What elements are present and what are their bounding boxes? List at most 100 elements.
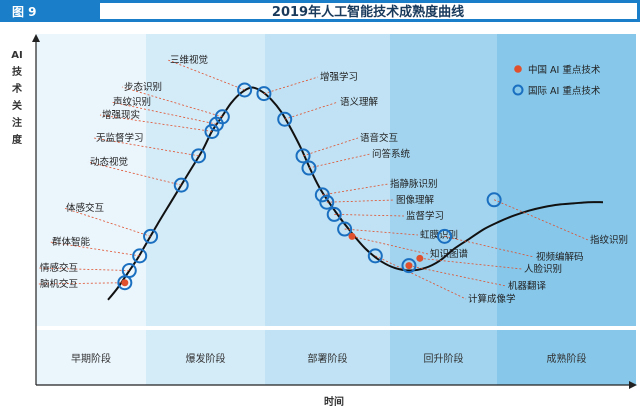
tech-leader-line <box>302 137 359 157</box>
tech-leader-line <box>87 161 182 186</box>
intl-tech-marker <box>337 221 353 237</box>
tech-leader-line <box>284 101 339 120</box>
tech-label: 语音交互 <box>360 132 399 144</box>
tech-label: 问答系统 <box>372 148 411 160</box>
tech-label: 人脸识别 <box>524 263 562 275</box>
tech-label: 机器翻译 <box>508 280 547 292</box>
stage-band <box>146 34 265 385</box>
intl-tech-marker <box>132 248 148 264</box>
tech-leader-line <box>37 267 130 271</box>
tech-leader-line <box>49 241 140 257</box>
y-axis-label-char: AI <box>11 50 22 61</box>
tech-label: 图像理解 <box>396 194 435 206</box>
tech-label: 情感交互 <box>40 262 79 274</box>
legend-label: 国际 AI 重点技术 <box>528 85 601 97</box>
tech-leader-line <box>344 228 419 236</box>
intl-tech-marker <box>295 148 311 164</box>
stage-row-divider <box>36 326 636 330</box>
stage-labels: 早期阶段 爆发阶段 部署阶段 回升阶段 成熟阶段 <box>71 352 587 365</box>
tech-leader-line <box>419 257 523 270</box>
tech-leader-line <box>351 235 429 255</box>
intl-tech-marker <box>326 206 342 222</box>
intl-tech-marker <box>256 86 272 102</box>
tech-leader-line <box>444 235 535 258</box>
tech-leader-line <box>493 199 589 241</box>
tech-label: 三维视觉 <box>170 54 208 66</box>
chart-title: 2019年人工智能技术成熟度曲线 <box>272 4 464 20</box>
tech-label: 动态视觉 <box>90 156 128 168</box>
y-axis-label-char: 关 <box>12 99 22 112</box>
stage-label: 早期阶段 <box>71 352 111 365</box>
intl-tech-marker <box>437 228 453 244</box>
cn-tech-marker <box>348 232 356 240</box>
stage-label: 部署阶段 <box>308 352 348 365</box>
hype-curve <box>107 86 604 301</box>
intl-tech-marker <box>277 111 293 127</box>
tech-leader-line <box>375 255 467 300</box>
intl-tech-marker <box>237 82 253 98</box>
intl-tech-marker <box>204 123 220 139</box>
tech-label: 监督学习 <box>406 210 444 222</box>
x-axis-arrow <box>629 381 637 389</box>
tech-label: 计算成像学 <box>468 293 516 305</box>
tech-label: 增强现实 <box>102 109 140 121</box>
tech-leader-line <box>37 282 125 285</box>
header-title-panel <box>100 3 637 19</box>
figure-badge: 图 9 <box>12 5 37 19</box>
y-axis-label-char: 技 <box>12 65 23 78</box>
y-axis-label-char: 度 <box>12 133 23 146</box>
intl-tech-marker <box>401 258 417 274</box>
tech-label: 步态识别 <box>124 81 162 93</box>
tech-leader-line <box>99 114 213 132</box>
stage-band <box>390 34 497 385</box>
tech-label: 无监督学习 <box>96 132 144 144</box>
tech-leader-line <box>121 86 223 118</box>
cn-tech-marker <box>121 279 129 287</box>
intl-tech-marker <box>486 192 502 208</box>
intl-tech-marker <box>143 228 159 244</box>
intl-tech-marker <box>314 187 330 203</box>
y-axis-label-char: 术 <box>11 82 22 95</box>
intl-tech-marker <box>191 148 207 164</box>
intl-tech-marker <box>301 160 317 176</box>
tech-label: 知识图谱 <box>430 248 469 260</box>
intl-tech-marker <box>173 177 189 193</box>
tech-leader-line <box>408 265 507 287</box>
intl-tech-marker <box>214 109 230 125</box>
tech-label: 指静脉识别 <box>390 178 438 190</box>
tech-leader-line <box>308 153 371 169</box>
x-axis-label: 时间 <box>324 395 344 408</box>
stage-label: 回升阶段 <box>424 352 464 365</box>
legend-cn-dot <box>514 65 522 73</box>
intl-tech-marker <box>121 263 137 279</box>
intl-tech-marker <box>367 248 383 264</box>
tech-label: 指纹识别 <box>590 234 628 246</box>
tech-label: 声纹识别 <box>113 96 151 108</box>
intl-tech-marker <box>319 194 335 210</box>
tech-label: 视频编解码 <box>536 251 584 263</box>
tech-label: 脑机交互 <box>40 278 79 290</box>
stage-label: 成熟阶段 <box>547 352 587 365</box>
tech-leader-line <box>93 137 199 157</box>
tech-leader-line <box>110 101 217 125</box>
tech-leader-line <box>263 76 319 95</box>
cn-tech-marker <box>416 254 424 262</box>
tech-label: 语义理解 <box>340 96 379 108</box>
tech-leader-line <box>167 59 245 91</box>
tech-leader-line <box>322 183 389 196</box>
y-axis-arrow <box>32 34 40 42</box>
legend-label: 中国 AI 重点技术 <box>528 64 601 76</box>
legend-intl-ring <box>512 84 524 96</box>
tech-label: 群体智能 <box>52 236 91 248</box>
tech-leader-line <box>63 207 151 237</box>
stage-label: 爆发阶段 <box>186 352 226 365</box>
tech-label: 体感交互 <box>66 202 105 214</box>
y-axis-label-char: 注 <box>12 116 22 129</box>
tech-label: 增强学习 <box>320 71 358 83</box>
tech-leader-line <box>326 199 395 203</box>
cn-tech-marker <box>405 262 413 270</box>
